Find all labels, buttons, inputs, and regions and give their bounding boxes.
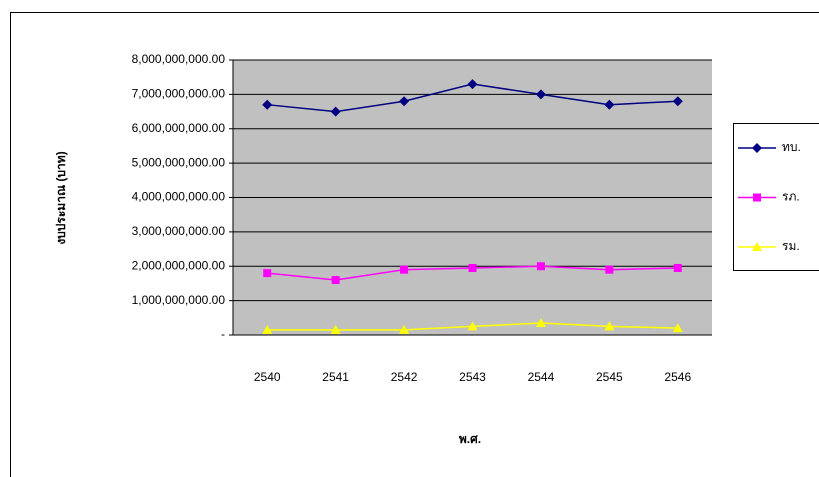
y-tick-label: 1,000,000,000.00: [132, 293, 226, 307]
y-tick-label: 7,000,000,000.00: [132, 87, 226, 101]
marker: [330, 106, 341, 117]
x-tick-label: 2542: [391, 370, 418, 384]
marker: [330, 324, 341, 334]
marker: [672, 323, 683, 333]
legend-label: ทบ.: [782, 140, 801, 154]
legend-label: รภ.: [782, 190, 800, 204]
x-tick-label: 2541: [322, 370, 349, 384]
marker: [752, 242, 762, 251]
y-axis-title: งบประมาณ (บาท): [54, 151, 68, 244]
marker: [753, 193, 761, 202]
x-tick-label: 2545: [596, 370, 623, 384]
legend-label: รม.: [782, 239, 800, 253]
marker: [467, 321, 478, 331]
marker: [331, 276, 340, 284]
marker: [263, 269, 272, 278]
y-tick-label: 4,000,000,000.00: [132, 190, 226, 204]
marker: [400, 265, 409, 274]
y-tick-label: 5,000,000,000.00: [132, 155, 226, 169]
marker: [262, 99, 273, 110]
marker: [604, 99, 615, 110]
y-tick-label: -: [221, 327, 225, 341]
marker: [673, 263, 682, 272]
marker: [467, 79, 478, 90]
marker: [536, 262, 545, 271]
marker: [262, 324, 273, 334]
marker: [672, 96, 683, 107]
y-tick-label: 2,000,000,000.00: [132, 258, 226, 272]
marker: [604, 321, 615, 331]
marker: [605, 265, 614, 274]
x-tick-label: 2540: [254, 370, 281, 384]
y-tick-label: 6,000,000,000.00: [132, 121, 226, 135]
marker: [535, 317, 546, 327]
marker: [535, 89, 546, 100]
y-tick-label: 3,000,000,000.00: [132, 224, 226, 238]
x-tick-label: 2544: [528, 370, 555, 384]
x-tick-label: 2546: [664, 370, 691, 384]
x-tick-label: 2543: [459, 370, 486, 384]
y-tick-label: 8,000,000,000.00: [132, 52, 226, 66]
marker: [752, 143, 762, 153]
marker: [399, 324, 410, 334]
marker: [399, 96, 410, 107]
marker: [468, 263, 477, 272]
x-axis-title: พ.ศ.: [459, 432, 481, 446]
